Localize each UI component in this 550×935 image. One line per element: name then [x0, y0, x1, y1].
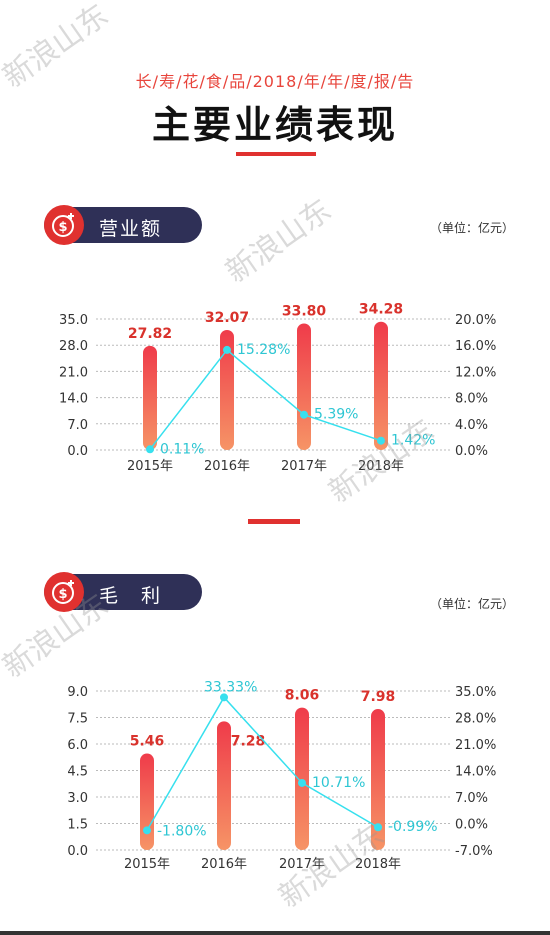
y-tick-label: 0.0 [67, 844, 88, 859]
bar [371, 709, 385, 850]
x-tick-label: 2016年 [204, 459, 250, 474]
bar-value-label: 27.82 [128, 326, 172, 342]
growth-value-label: 5.39% [314, 407, 358, 423]
growth-value-label: -0.99% [388, 819, 438, 835]
title-underline [236, 152, 316, 156]
y2-tick-label: 21.0% [455, 738, 496, 753]
growth-value-label: 0.11% [160, 441, 204, 457]
section-badge-gross-profit: $ 毛 利 [44, 572, 202, 612]
bar-value-label: 7.28 [231, 733, 266, 749]
dollar-icon: $ [52, 580, 74, 604]
growth-value-label: 33.33% [204, 679, 257, 695]
y2-tick-label: 0.0% [455, 444, 488, 459]
y-tick-label: 3.0 [67, 791, 88, 806]
y-tick-label: 35.0 [59, 313, 88, 328]
y2-tick-label: 7.0% [455, 791, 488, 806]
gross-profit-chart: 9.0 35.0% 7.5 28.0% 6.0 21.0% 4.5 14.0% 3.0 7.0% 1… [67, 679, 496, 872]
growth-point [374, 823, 382, 832]
svg-text:$: $ [58, 587, 67, 602]
bar [140, 753, 154, 850]
x-tick-label: 2016年 [201, 857, 247, 872]
bar [143, 345, 157, 450]
bottom-border [0, 931, 550, 935]
x-tick-label: 2015年 [124, 857, 170, 872]
growth-point [146, 445, 154, 454]
bar [220, 329, 234, 450]
section-icon-circle: $ [44, 572, 84, 612]
growth-value-label: 15.28% [237, 342, 290, 358]
y-tick-label: 4.5 [67, 765, 88, 780]
bar-value-label: 34.28 [359, 302, 403, 318]
bar-value-label: 33.80 [282, 303, 327, 319]
y2-tick-label: 14.0% [455, 765, 496, 780]
y2-tick-label: 8.0% [455, 392, 488, 407]
bar [217, 721, 231, 850]
y-tick-label: 21.0 [59, 365, 88, 380]
y2-tick-label: 20.0% [455, 313, 496, 328]
y2-tick-label: 4.0% [455, 418, 488, 433]
section-icon-circle: $ [44, 205, 84, 245]
y2-tick-label: 28.0% [455, 712, 496, 727]
y-tick-label: 1.5 [67, 818, 88, 833]
growth-point [377, 436, 385, 445]
y-tick-label: 14.0 [59, 392, 88, 407]
unit-label-gross-profit: （单位：亿元） [430, 597, 515, 611]
section-badge-revenue: $ 营业额 [44, 205, 202, 245]
growth-value-label: 1.42% [391, 433, 435, 449]
dollar-icon: $ [52, 213, 74, 237]
x-tick-label: 2017年 [281, 459, 327, 474]
y-tick-label: 0.0 [67, 444, 88, 459]
bar-value-label: 8.06 [285, 688, 320, 704]
x-tick-label: 2015年 [127, 459, 173, 474]
growth-line [149, 348, 382, 450]
y2-tick-label: 0.0% [455, 818, 488, 833]
y2-tick-label: 12.0% [455, 365, 496, 380]
watermark: 新浪山东 [219, 192, 338, 291]
revenue-chart: 35.0 20.0% 28.0 16.0% 21.0 12.0% 14.0 8.0% 7.0 4.… [59, 302, 496, 474]
bar-value-label: 32.07 [205, 310, 249, 326]
growth-point [143, 826, 151, 835]
y-tick-label: 6.0 [67, 738, 88, 753]
report-subtitle: 长/寿/花/食/品/2018/年/年/度/报/告 [135, 72, 415, 91]
section-divider [248, 519, 300, 524]
bar-value-label: 7.98 [361, 689, 396, 705]
section-label-revenue: 营业额 [99, 218, 163, 240]
growth-point [300, 410, 308, 419]
svg-text:$: $ [58, 220, 67, 235]
growth-line [146, 696, 379, 831]
page-title: 主要业绩表现 [151, 103, 398, 147]
y2-tick-label: 16.0% [455, 339, 496, 354]
bar [295, 707, 309, 850]
growth-value-label: -1.80% [157, 823, 207, 839]
bar [297, 323, 311, 450]
growth-point [223, 345, 231, 354]
x-tick-label: 2018年 [355, 857, 401, 872]
x-tick-label: 2017年 [279, 857, 325, 872]
bar-value-label: 5.46 [130, 734, 165, 750]
bar [374, 321, 388, 450]
growth-point [220, 693, 228, 702]
unit-label-revenue: （单位：亿元） [430, 221, 515, 235]
y-tick-label: 7.5 [67, 712, 88, 727]
y-tick-label: 28.0 [59, 339, 88, 354]
growth-value-label: 10.71% [312, 775, 365, 791]
x-tick-label: 2018年 [358, 459, 404, 474]
growth-point [298, 778, 306, 787]
y2-tick-label: 35.0% [455, 685, 496, 700]
y-tick-label: 7.0 [67, 418, 88, 433]
y-tick-label: 9.0 [67, 685, 88, 700]
section-label-gross-profit: 毛 利 [99, 585, 163, 607]
y2-tick-label: -7.0% [455, 844, 493, 859]
